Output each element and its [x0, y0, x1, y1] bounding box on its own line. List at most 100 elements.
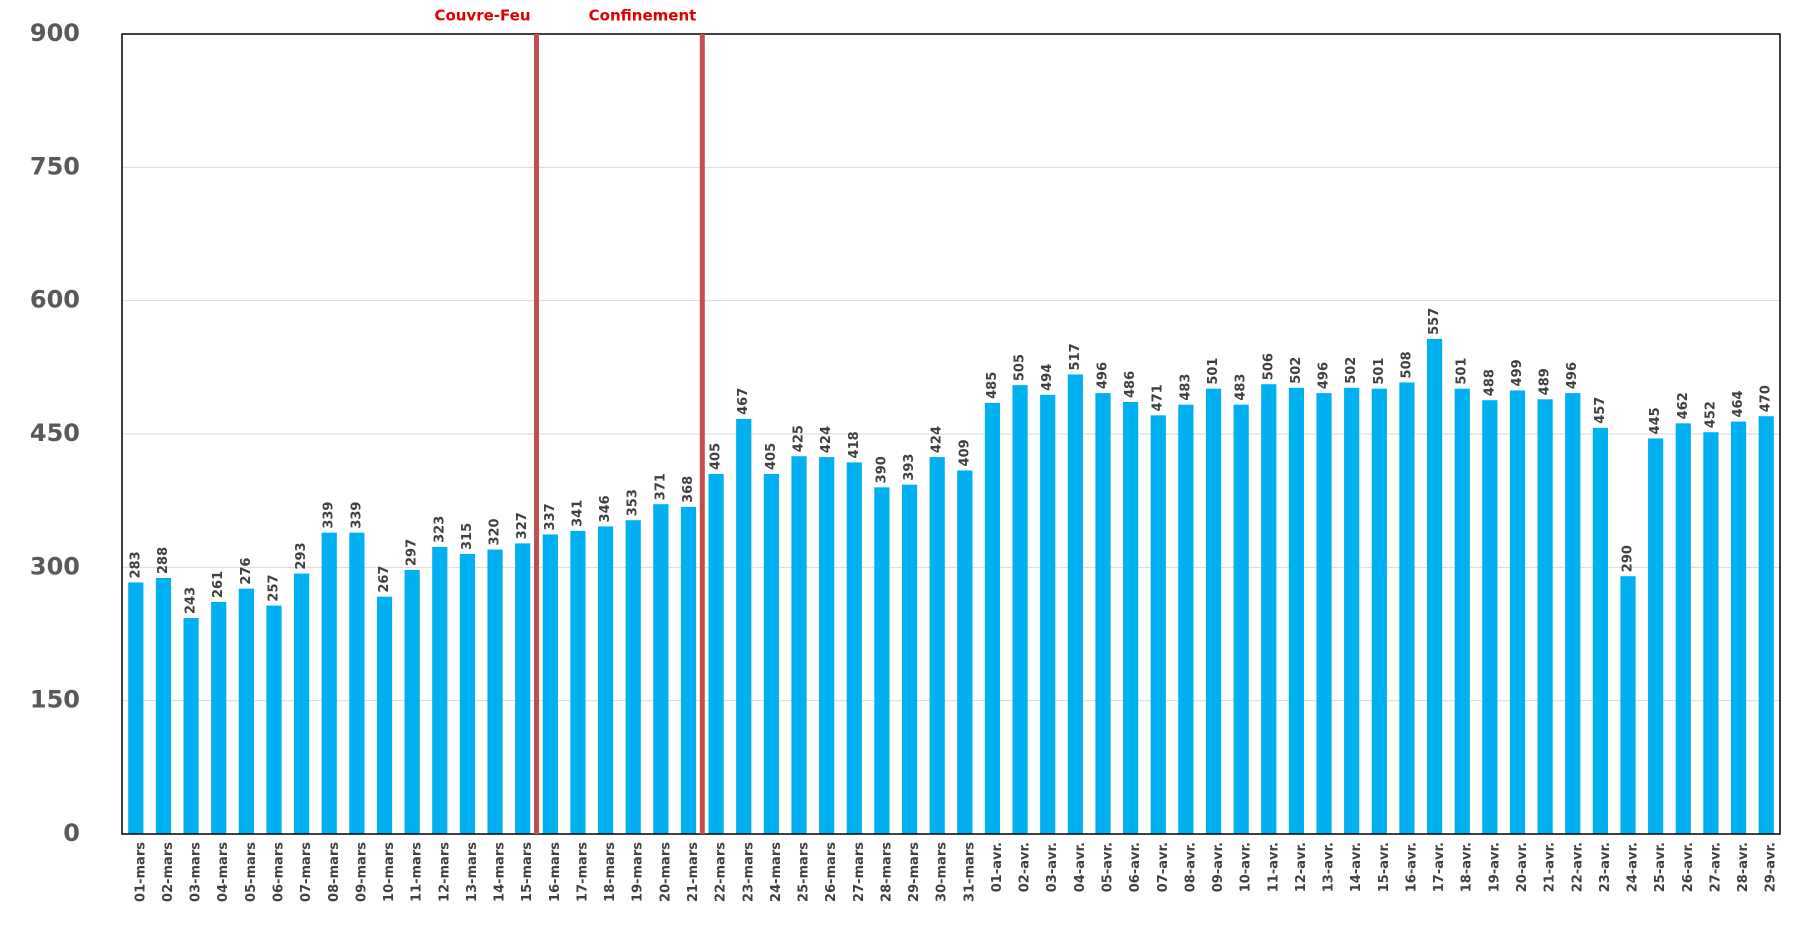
- bar: [1482, 400, 1498, 834]
- bar: [791, 456, 807, 834]
- value-label: 494: [1040, 364, 1055, 391]
- bar: [432, 546, 448, 834]
- bar: [238, 588, 254, 834]
- x-tick-label: 05-avr.: [1100, 842, 1115, 892]
- value-label: 323: [432, 516, 447, 543]
- bar: [929, 457, 945, 834]
- value-label: 506: [1261, 353, 1276, 380]
- x-tick-label: 14-avr.: [1349, 842, 1364, 892]
- bar: [1399, 382, 1415, 834]
- x-tick-label: 31-mars: [962, 842, 977, 902]
- value-label: 496: [1095, 362, 1110, 389]
- x-tick-label: 08-avr.: [1183, 842, 1198, 892]
- bar: [183, 618, 199, 834]
- value-label: 424: [819, 426, 834, 453]
- x-tick-label: 17-avr.: [1432, 842, 1447, 892]
- x-tick-label: 26-avr.: [1681, 842, 1696, 892]
- x-tick-label: 15-avr.: [1377, 842, 1392, 892]
- value-label: 471: [1151, 384, 1166, 411]
- x-tick-label: 28-avr.: [1736, 842, 1751, 892]
- value-label: 315: [460, 523, 475, 550]
- x-tick-label: 27-mars: [852, 842, 867, 902]
- x-tick-label: 07-avr.: [1156, 842, 1171, 892]
- bar: [1095, 393, 1111, 834]
- value-label: 283: [128, 551, 143, 578]
- x-tick-label: 04-avr.: [1073, 842, 1088, 892]
- value-label: 243: [184, 587, 199, 614]
- x-tick-label: 24-avr.: [1626, 842, 1641, 892]
- bar: [901, 484, 918, 834]
- value-label: 405: [764, 443, 779, 470]
- x-tick-label: 18-mars: [603, 842, 618, 902]
- x-tick-label: 08-mars: [327, 842, 342, 902]
- value-label: 496: [1565, 362, 1580, 389]
- y-tick-label: 300: [30, 552, 80, 580]
- value-label: 557: [1427, 308, 1442, 335]
- x-tick-label: 06-avr.: [1128, 842, 1143, 892]
- bar: [570, 530, 586, 834]
- bar: [1233, 404, 1249, 834]
- x-tick-label: 03-avr.: [1045, 842, 1060, 892]
- bar: [294, 573, 310, 834]
- bar: [321, 532, 337, 834]
- bar: [515, 543, 531, 834]
- value-label: 371: [653, 473, 668, 500]
- x-tick-label: 13-avr.: [1322, 842, 1337, 892]
- bar: [1178, 404, 1194, 834]
- bar: [736, 418, 752, 834]
- bar: [349, 532, 365, 834]
- bar: [155, 578, 172, 834]
- bar: [1344, 387, 1360, 834]
- bar: [266, 605, 282, 834]
- bar: [874, 487, 890, 834]
- value-label: 485: [985, 372, 1000, 399]
- x-tick-label: 24-mars: [769, 842, 784, 902]
- x-tick-label: 18-avr.: [1460, 842, 1475, 892]
- x-tick-label: 11-mars: [410, 842, 425, 902]
- bar: [1150, 415, 1166, 834]
- bar: [404, 570, 420, 834]
- bar: [680, 506, 697, 834]
- bar: [376, 596, 393, 834]
- x-tick-label: 09-mars: [354, 842, 369, 902]
- x-tick-label: 29-avr.: [1764, 842, 1779, 892]
- bar: [487, 549, 503, 834]
- x-tick-label: 23-avr.: [1598, 842, 1613, 892]
- bar: [819, 457, 835, 834]
- value-label: 501: [1206, 358, 1221, 385]
- annotation-label: Confinement: [589, 7, 697, 25]
- bar: [1067, 374, 1083, 834]
- value-label: 368: [681, 476, 696, 503]
- x-tick-label: 03-mars: [189, 842, 204, 902]
- x-tick-label: 30-mars: [935, 842, 950, 902]
- bar: [1509, 390, 1526, 834]
- value-label: 424: [930, 426, 945, 453]
- y-tick-label: 450: [30, 419, 80, 447]
- bar: [542, 534, 558, 834]
- value-label: 418: [847, 431, 862, 458]
- bar: [1123, 402, 1139, 834]
- value-label: 353: [626, 489, 641, 516]
- value-label: 445: [1648, 407, 1663, 434]
- value-label: 293: [294, 542, 309, 569]
- value-label: 405: [709, 443, 724, 470]
- value-label: 297: [405, 539, 420, 566]
- value-label: 499: [1510, 359, 1525, 386]
- bar: [1316, 393, 1332, 834]
- x-tick-label: 17-mars: [575, 842, 590, 902]
- bar: [984, 402, 1001, 834]
- bar: [128, 582, 144, 834]
- y-tick-label: 0: [63, 819, 80, 847]
- x-tick-label: 21-mars: [686, 842, 701, 902]
- bar: [1730, 421, 1747, 834]
- x-tick-label: 10-mars: [382, 842, 397, 902]
- bar: [1565, 393, 1581, 834]
- x-tick-label: 09-avr.: [1211, 842, 1226, 892]
- x-tick-label: 01-mars: [133, 842, 148, 902]
- x-tick-label: 12-mars: [437, 842, 452, 902]
- value-label: 339: [322, 502, 337, 529]
- value-label: 483: [1234, 374, 1249, 401]
- x-tick-label: 21-avr.: [1543, 842, 1558, 892]
- value-label: 502: [1344, 357, 1359, 384]
- value-label: 327: [515, 512, 530, 539]
